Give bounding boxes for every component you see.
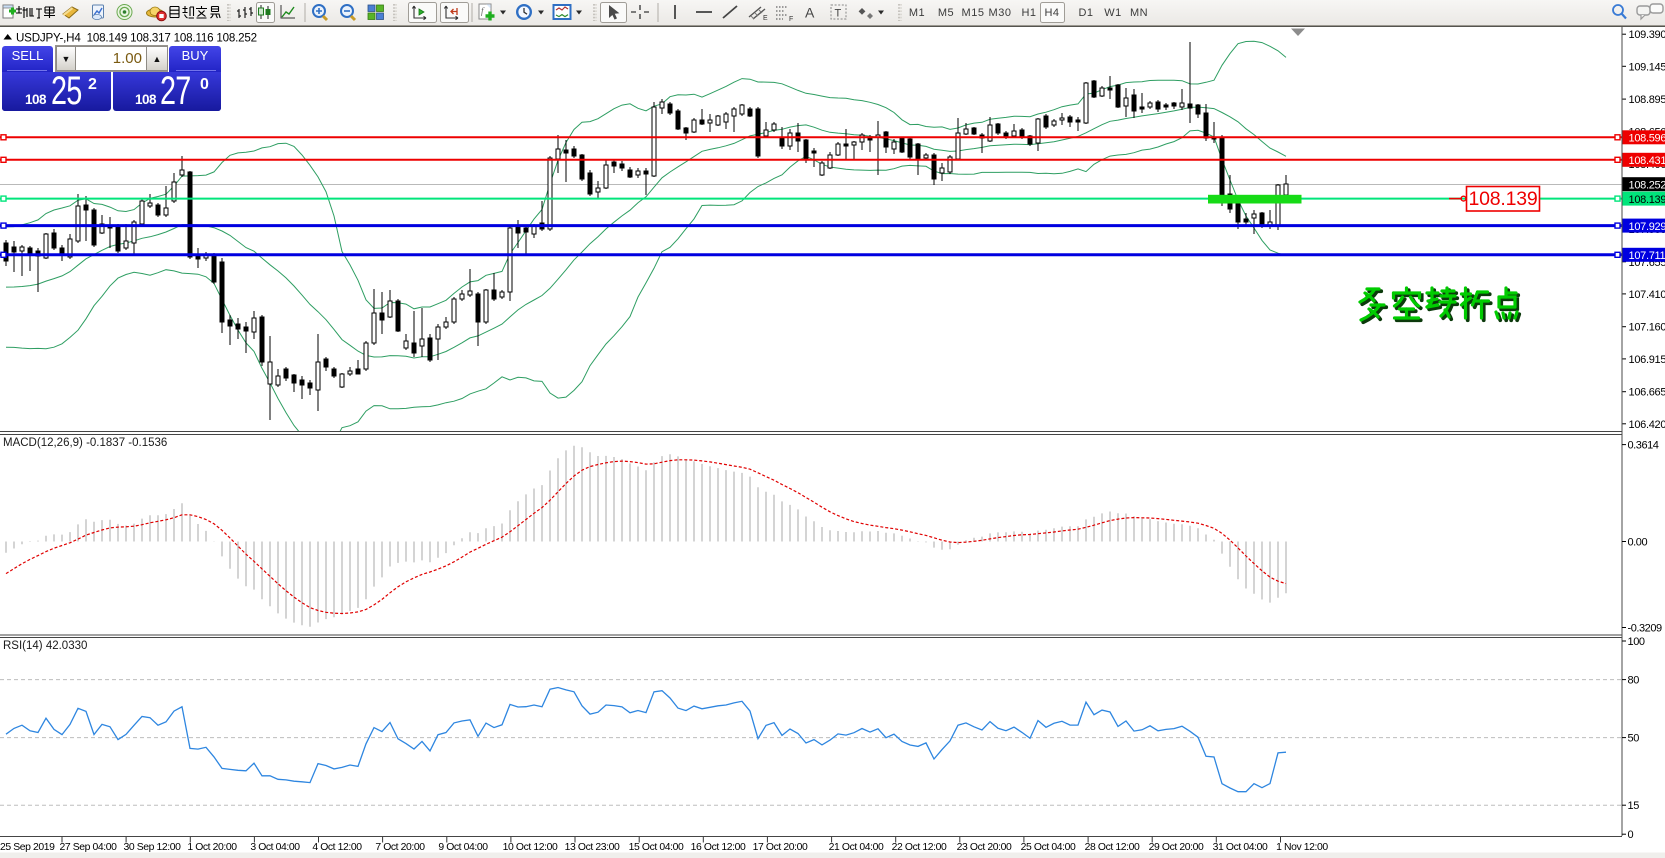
svg-text:T: T [835,8,842,20]
svg-text:108.139: 108.139 [1468,188,1537,210]
svg-text:7 Oct 20:00: 7 Oct 20:00 [375,842,425,853]
svg-text:29 Oct 20:00: 29 Oct 20:00 [1149,842,1204,853]
svg-text:-0.3209: -0.3209 [1628,623,1662,635]
svg-text:0.3614: 0.3614 [1628,440,1659,452]
svg-text:15: 15 [1628,800,1640,812]
svg-text:109.145: 109.145 [1629,61,1665,73]
svg-text:0: 0 [1628,829,1634,841]
svg-text:H4: H4 [1044,7,1059,19]
svg-text:108.596: 108.596 [1629,133,1665,145]
svg-text:22 Oct 12:00: 22 Oct 12:00 [892,842,947,853]
svg-text:9 Oct 04:00: 9 Oct 04:00 [438,842,488,853]
svg-text:30 Sep 12:00: 30 Sep 12:00 [123,842,181,853]
svg-text:13 Oct 23:00: 13 Oct 23:00 [565,842,620,853]
svg-text:3 Oct 04:00: 3 Oct 04:00 [250,842,300,853]
svg-text:1 Nov 12:00: 1 Nov 12:00 [1276,842,1328,853]
svg-text:107.160: 107.160 [1629,322,1665,334]
svg-text:f: f [481,6,485,16]
svg-text:27 Sep 04:00: 27 Sep 04:00 [59,842,117,853]
svg-text:M5: M5 [938,7,954,19]
svg-text:1 Oct 20:00: 1 Oct 20:00 [187,842,237,853]
svg-text:107.929: 107.929 [1629,221,1665,233]
svg-text:M15: M15 [962,7,985,19]
svg-text:50: 50 [1628,733,1640,745]
svg-text:80: 80 [1628,675,1640,687]
svg-text:M1: M1 [909,7,925,19]
svg-text:107.410: 107.410 [1629,289,1665,301]
svg-text:D1: D1 [1078,7,1093,19]
svg-text:MACD(12,26,9) -0.1837 -0.1536: MACD(12,26,9) -0.1837 -0.1536 [3,437,167,449]
svg-text:16 Oct 12:00: 16 Oct 12:00 [691,842,746,853]
svg-text:10 Oct 12:00: 10 Oct 12:00 [503,842,558,853]
svg-text:109.390: 109.390 [1629,29,1665,41]
svg-text:A: A [805,5,815,21]
svg-text:108.431: 108.431 [1629,155,1665,167]
svg-text:E: E [763,15,768,22]
svg-text:17 Oct 20:00: 17 Oct 20:00 [753,842,808,853]
svg-text:H1: H1 [1021,7,1036,19]
svg-text:4 Oct 12:00: 4 Oct 12:00 [312,842,362,853]
svg-text:108.139: 108.139 [1629,194,1665,206]
svg-text:106.420: 106.420 [1629,419,1665,431]
svg-text:108.252: 108.252 [1629,179,1665,191]
svg-text:108.895: 108.895 [1629,94,1665,106]
svg-text:28 Oct 12:00: 28 Oct 12:00 [1085,842,1140,853]
svg-text:RSI(14) 42.0330: RSI(14) 42.0330 [3,640,87,652]
svg-text:106.665: 106.665 [1629,387,1665,399]
svg-text:31 Oct 04:00: 31 Oct 04:00 [1213,842,1268,853]
svg-text:25 Oct 04:00: 25 Oct 04:00 [1021,842,1076,853]
svg-text:USDJPY-,H4 108.149 108.317 10: USDJPY-,H4 108.149 108.317 108.116 108.2… [16,32,257,45]
svg-text:107.711: 107.711 [1629,250,1665,262]
svg-text:25 Sep 2019: 25 Sep 2019 [0,842,55,853]
svg-text:W1: W1 [1104,7,1122,19]
svg-text:0.00: 0.00 [1628,537,1648,549]
svg-text:MN: MN [1130,7,1148,19]
svg-text:23 Oct 20:00: 23 Oct 20:00 [957,842,1012,853]
svg-text:106.915: 106.915 [1629,354,1665,366]
svg-text:F: F [789,16,793,23]
svg-text:15 Oct 04:00: 15 Oct 04:00 [629,842,684,853]
svg-text:100: 100 [1628,636,1645,648]
svg-text:M30: M30 [989,7,1012,19]
svg-text:21 Oct 04:00: 21 Oct 04:00 [829,842,884,853]
